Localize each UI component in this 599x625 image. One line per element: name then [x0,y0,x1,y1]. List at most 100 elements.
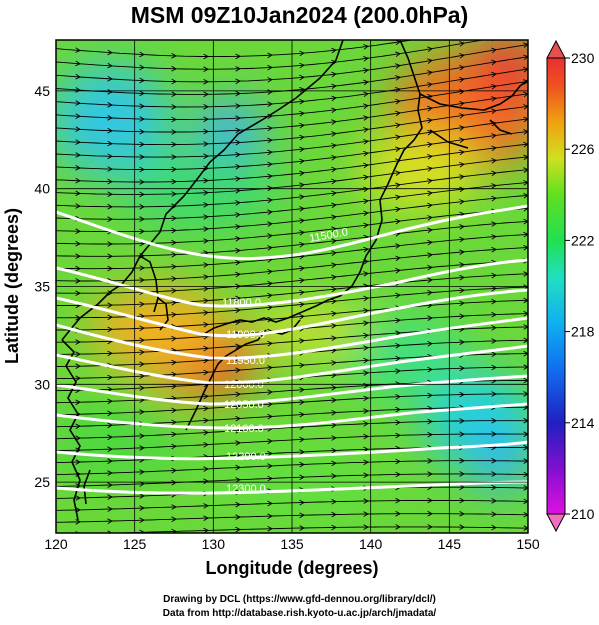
wind-arrowhead [395,122,401,129]
wind-arrowhead [491,24,496,29]
x-tick-label: 145 [438,536,462,552]
wind-arrowhead [203,515,209,521]
wind-arrowhead [299,241,305,248]
wind-arrowhead [523,104,528,110]
wind-arrowhead [139,204,145,210]
wind-arrowhead [459,365,465,372]
wind-arrowhead [107,178,113,185]
wind-arrowhead [107,76,113,82]
wind-arrowhead [395,368,401,374]
wind-arrowhead [427,58,433,64]
wind-arrowhead [427,190,433,197]
wind-arrowhead [331,178,337,185]
wind-arrowhead [139,373,145,379]
wind-arrowhead [395,63,401,69]
streamline [56,260,528,294]
wind-arrowhead [203,478,209,485]
wind-arrowhead [459,511,465,517]
wind-arrowhead [203,527,209,533]
wind-arrowhead [523,19,528,24]
wind-arrowhead [427,315,433,321]
wind-arrowhead [523,129,528,135]
wind-arrowhead [363,150,369,157]
wind-arrowhead [75,113,81,119]
wind-arrowhead [171,516,177,522]
wind-arrowhead [395,342,401,349]
wind-arrowhead [75,228,81,234]
wind-arrowhead [235,295,241,302]
wind-arrowhead [427,215,433,221]
wind-arrowhead [331,238,337,244]
streamline [56,105,528,146]
x-tick-label: 125 [123,536,147,552]
wind-arrowhead [171,91,177,97]
y-tick-label: 35 [34,279,50,295]
wind-arrowhead [171,65,177,72]
wind-arrowhead [107,482,113,488]
wind-arrowhead [523,324,528,330]
wind-arrowhead [491,221,497,227]
wind-arrowhead [299,461,305,468]
wind-arrowhead [459,76,465,83]
wind-arrowhead [363,222,369,229]
wind-arrowhead [75,278,81,284]
wind-arrowhead [523,271,528,277]
wind-arrowhead [267,292,273,299]
wind-arrowhead [139,141,145,148]
colorbar-max-arrow [546,39,566,59]
wind-arrowhead [523,141,528,148]
wind-arrowhead [331,524,337,531]
wind-arrowhead [75,165,81,171]
wind-arrowhead [203,165,209,172]
y-tick-label: 45 [34,83,50,99]
wind-arrowhead [459,149,465,156]
wind-arrowhead [139,325,145,332]
chart-title: MSM 09Z10Jan2024 (200.0hPa) [130,2,469,28]
wind-arrowhead [299,499,305,506]
wind-arrowhead [107,102,113,108]
wind-arrowhead [523,444,528,451]
wind-arrowhead [267,365,273,371]
y-axis-label: Latitude (degrees) [2,208,22,364]
wind-arrowhead [459,161,465,168]
streamline [56,44,528,83]
wind-arrowhead [235,188,241,194]
wind-arrowhead [491,524,497,531]
x-axis-label: Longitude (degrees) [205,558,378,578]
y-tick-label: 30 [34,376,50,392]
wind-arrowhead [75,495,81,501]
wind-arrowhead [107,49,113,56]
wind-arrowhead [395,243,401,249]
wind-arrowhead [491,157,497,164]
wind-arrowhead [395,355,401,362]
wind-arrowhead [235,127,241,134]
wind-arrowhead [459,41,465,47]
x-tick-label: 130 [202,536,226,552]
streamline [56,326,528,355]
wind-arrowhead [395,330,401,336]
wind-arrowhead [363,127,369,133]
colorbar-tick-label: 230 [571,50,595,66]
wind-arrowhead [459,53,465,59]
wind-arrowhead [363,320,369,326]
wind-arrowhead [331,298,337,305]
wind-arrowhead [171,263,177,270]
wind-arrowhead [523,42,528,48]
wind-arrowhead [107,62,113,69]
wind-arrowhead [139,90,145,97]
wind-arrowhead [395,170,401,176]
wind-arrowhead [75,399,81,406]
wind-arrowhead [75,423,81,430]
wind-arrowhead [171,407,177,414]
wind-arrowhead [459,418,465,424]
wind-arrowhead [267,113,273,120]
wind-arrowhead [235,66,241,72]
wind-arrowhead [107,191,113,197]
wind-arrowhead [139,228,145,235]
wind-arrowhead [427,153,433,160]
wind-arrowhead [523,458,528,464]
streamline [56,393,528,416]
wind-arrowhead [267,280,273,287]
wind-arrowhead [203,274,209,280]
wind-arrowhead [427,431,433,438]
